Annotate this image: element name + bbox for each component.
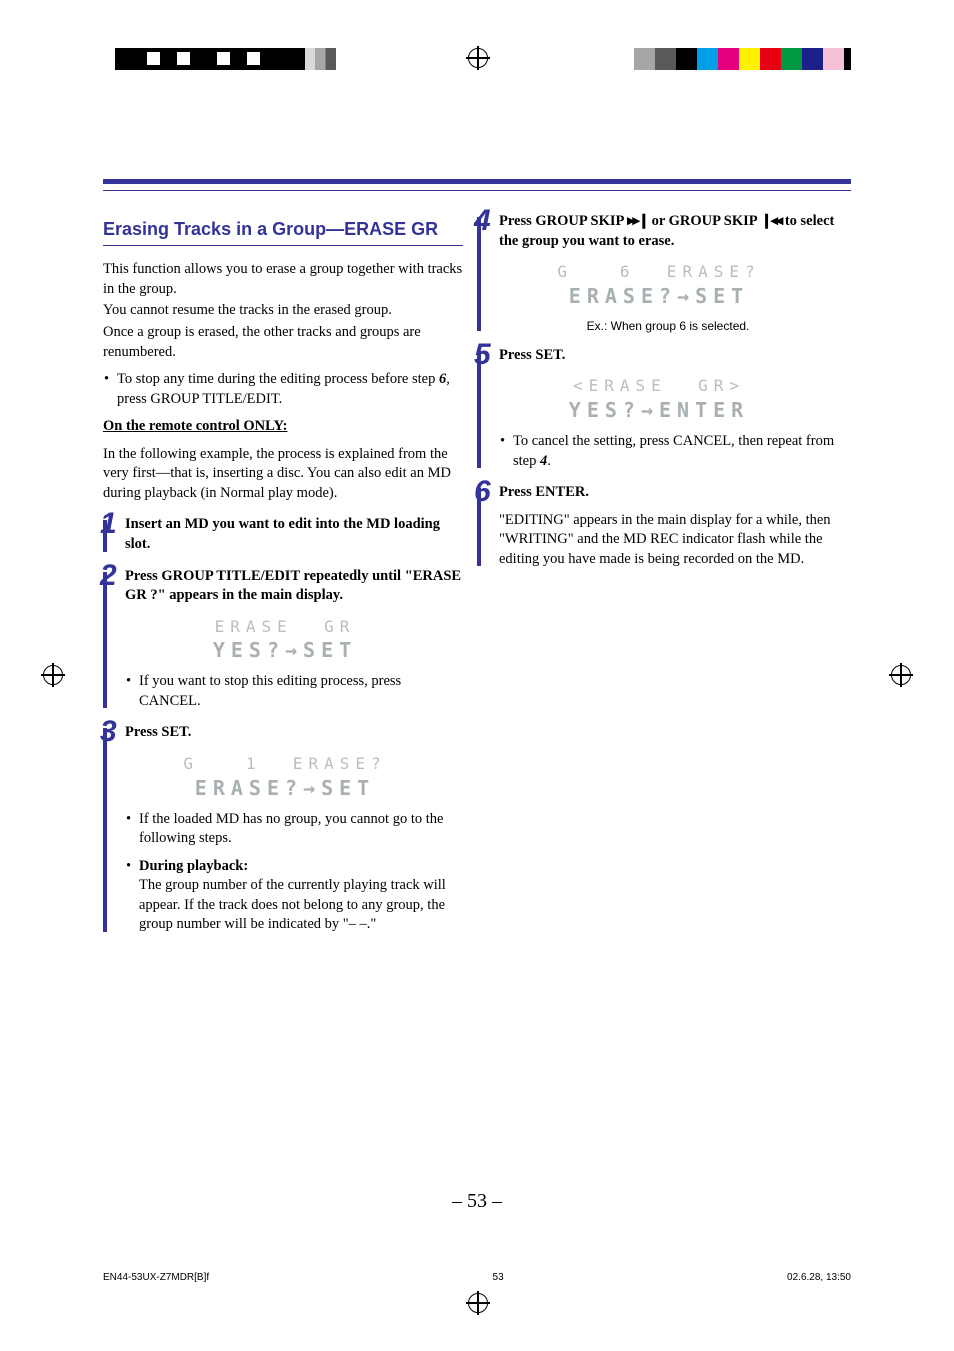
step-number: 1 xyxy=(100,509,117,539)
step-number: 3 xyxy=(100,717,117,747)
registration-mark-top xyxy=(466,46,490,70)
header-rule-thin xyxy=(103,190,851,191)
step-2-head: Press GROUP TITLE/EDIT repeatedly until … xyxy=(125,567,463,606)
lcd-line-top: G 1 ERASE? xyxy=(155,753,415,775)
step-number: 2 xyxy=(100,561,117,591)
step-4-head-a: Press GROUP SKIP xyxy=(499,213,627,229)
step-number: 6 xyxy=(474,477,491,507)
step-6-body: "EDITING" appears in the main display fo… xyxy=(499,511,837,570)
header-rule-thick xyxy=(103,179,851,184)
footer-left: EN44-53UX-Z7MDR[B]f xyxy=(103,1272,209,1283)
calibration-left xyxy=(115,48,305,70)
registration-mark-left xyxy=(41,663,65,687)
lcd-line-bottom: YES?→SET xyxy=(155,637,415,664)
step-number: 5 xyxy=(474,340,491,370)
step-4-lcd: G 6 ERASE? ERASE?→SET xyxy=(529,261,789,310)
registration-mark-right xyxy=(889,663,913,687)
footer: EN44-53UX-Z7MDR[B]f 53 02.6.28, 13:50 xyxy=(103,1272,851,1283)
registration-mark-bottom xyxy=(466,1291,490,1315)
lcd-line-bottom: ERASE?→SET xyxy=(529,283,789,310)
left-column: Erasing Tracks in a Group—ERASE GR This … xyxy=(103,217,463,943)
step-3: 3 Press SET. G 1 ERASE? ERASE?→SET If th… xyxy=(103,723,463,935)
step-3-lcd: G 1 ERASE? ERASE?→SET xyxy=(155,753,415,802)
calibration-right xyxy=(634,48,851,70)
step-3-during-body: The group number of the currently playin… xyxy=(139,877,446,932)
step-2-lcd: ERASE GR YES?→SET xyxy=(155,616,415,665)
intro-stop-bullet: To stop any time during the editing proc… xyxy=(103,370,463,409)
step-3-during: During playback: The group number of the… xyxy=(125,857,463,935)
step-1: 1 Insert an MD you want to edit into the… xyxy=(103,515,463,554)
footer-mid: 53 xyxy=(493,1272,504,1283)
step-6-head: Press ENTER. xyxy=(499,483,837,503)
step-3-during-label: During playback: xyxy=(139,858,248,874)
intro-p1: This function allows you to erase a grou… xyxy=(103,260,463,299)
step-5-cancel: To cancel the setting, press CANCEL, the… xyxy=(499,432,837,471)
lcd-line-top: <ERASE GR> xyxy=(529,375,789,397)
page: Erasing Tracks in a Group—ERASE GR This … xyxy=(0,0,954,1351)
group-skip-back-icon: ❙◂◂ xyxy=(760,213,781,229)
page-number: – 53 – xyxy=(0,1190,954,1213)
lcd-line-top: ERASE GR xyxy=(155,616,415,638)
intro-stop-a: To stop any time during the editing proc… xyxy=(117,371,439,387)
step-4-head: Press GROUP SKIP ▸▸❙ or GROUP SKIP ❙◂◂ t… xyxy=(499,212,837,251)
step-2-cancel: If you want to stop this editing process… xyxy=(125,672,463,711)
step-5: 5 Press SET. <ERASE GR> YES?→ENTER To ca… xyxy=(477,346,837,471)
lcd-line-top: G 6 ERASE? xyxy=(529,261,789,283)
step-bar xyxy=(103,572,107,709)
step-4-head-b: or GROUP SKIP xyxy=(648,213,761,229)
lcd-line-bottom: YES?→ENTER xyxy=(529,397,789,424)
step-number: 4 xyxy=(474,206,491,236)
intro-p2: You cannot resume the tracks in the eras… xyxy=(103,301,463,321)
footer-right: 02.6.28, 13:50 xyxy=(787,1272,851,1283)
step-5-head: Press SET. xyxy=(499,346,837,366)
right-column: 4 Press GROUP SKIP ▸▸❙ or GROUP SKIP ❙◂◂… xyxy=(477,210,837,569)
group-skip-forward-icon: ▸▸❙ xyxy=(627,213,648,229)
step-3-nogroupnote: If the loaded MD has no group, you canno… xyxy=(125,810,463,849)
only-remote-note: On the remote control ONLY: xyxy=(103,417,463,437)
step-4-caption: Ex.: When group 6 is selected. xyxy=(499,318,837,334)
step-5-lcd: <ERASE GR> YES?→ENTER xyxy=(529,375,789,424)
step-6: 6 Press ENTER. "EDITING" appears in the … xyxy=(477,483,837,569)
intro-example: In the following example, the process is… xyxy=(103,445,463,504)
step-bar xyxy=(103,728,107,932)
step-1-head: Insert an MD you want to edit into the M… xyxy=(125,515,463,554)
lcd-line-bottom: ERASE?→SET xyxy=(155,775,415,802)
step-2: 2 Press GROUP TITLE/EDIT repeatedly unti… xyxy=(103,567,463,712)
step-4: 4 Press GROUP SKIP ▸▸❙ or GROUP SKIP ❙◂◂… xyxy=(477,212,837,334)
section-title: Erasing Tracks in a Group—ERASE GR xyxy=(103,217,463,246)
step-3-head: Press SET. xyxy=(125,723,463,743)
step-5-cancel-b: . xyxy=(547,453,551,469)
step-5-cancel-a: To cancel the setting, press CANCEL, the… xyxy=(513,433,834,469)
intro-p3: Once a group is erased, the other tracks… xyxy=(103,323,463,362)
